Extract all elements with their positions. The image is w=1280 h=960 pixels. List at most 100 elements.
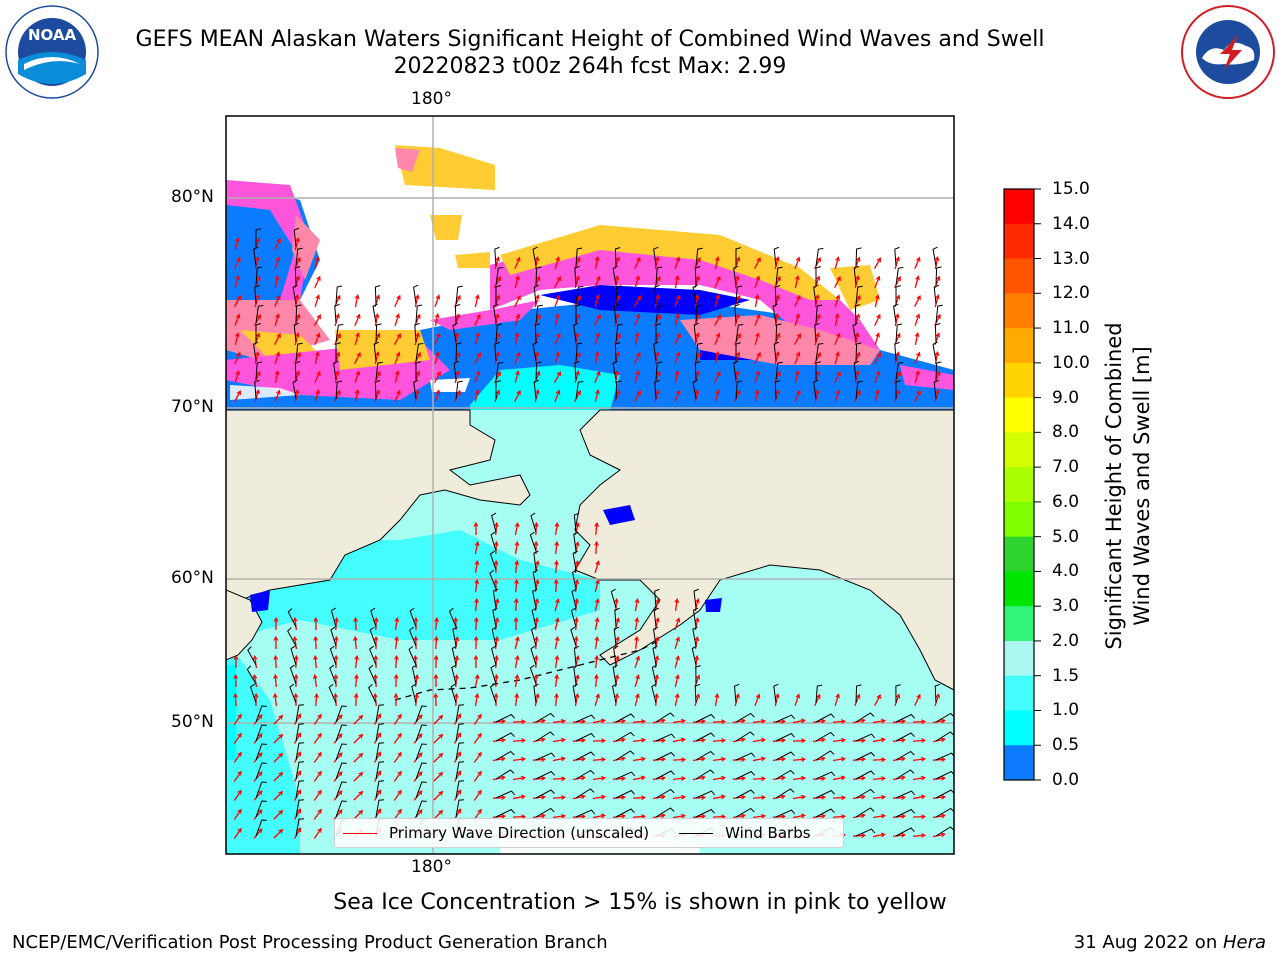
sea-ice-beaufort	[490, 235, 880, 350]
wave-direction-arrow	[594, 295, 599, 308]
wave-direction-arrow	[892, 776, 905, 781]
wind-barb	[531, 607, 537, 628]
wave-direction-arrow	[912, 834, 926, 837]
wave-direction-arrow	[514, 257, 521, 270]
wind-barb	[655, 712, 675, 723]
wave-direction-arrowhead	[334, 616, 339, 622]
wave-direction-arrowhead	[278, 733, 284, 739]
wind-barb	[735, 789, 755, 799]
wave-direction-arrowhead	[654, 654, 660, 661]
wind-barb	[655, 733, 676, 742]
wave-direction-arrowhead	[316, 275, 321, 281]
wave-direction-arrowhead	[358, 714, 364, 720]
wave-direction-arrowhead	[540, 813, 546, 819]
wind-barb	[895, 808, 915, 818]
wave-direction-arrow	[454, 390, 461, 402]
wave-direction-arrowhead	[453, 692, 459, 698]
wave-direction-arrow	[592, 795, 605, 800]
wave-direction-arrowhead	[740, 718, 746, 724]
wave-direction-arrow	[912, 739, 926, 742]
wave-direction-arrowhead	[601, 775, 607, 781]
wave-direction-arrowhead	[574, 578, 580, 585]
wave-direction-arrowhead	[553, 578, 559, 584]
wave-direction-arrowhead	[675, 351, 681, 357]
wave-direction-arrow	[314, 333, 320, 346]
wind-barb	[413, 284, 419, 305]
wave-direction-arrowhead	[896, 276, 901, 282]
wave-direction-arrow	[492, 796, 506, 799]
wave-direction-arrowhead	[576, 256, 581, 262]
wind-barb	[295, 761, 304, 780]
wave-direction-arrowhead	[456, 789, 462, 795]
wave-direction-arrowhead	[434, 616, 439, 622]
wind-barb	[615, 731, 635, 742]
wind-barb	[694, 683, 701, 704]
wave-direction-arrowhead	[317, 713, 322, 719]
wind-barb	[375, 323, 382, 343]
wave-direction-arrow	[814, 257, 821, 269]
wave-direction-arrow	[712, 815, 726, 818]
wave-direction-arrow	[254, 295, 260, 308]
wave-direction-arrow	[355, 655, 358, 669]
wind-barb	[328, 683, 337, 704]
wind-barb	[453, 360, 460, 381]
wave-direction-arrow	[854, 694, 860, 707]
wind-barb	[575, 751, 595, 761]
wave-direction-arrowhead	[317, 770, 322, 776]
wave-direction-arrowhead	[896, 371, 901, 377]
wave-direction-arrowhead	[860, 718, 866, 724]
wave-direction-arrowhead	[855, 693, 861, 699]
wave-direction-arrow	[495, 674, 498, 688]
wave-direction-arrowhead	[473, 521, 479, 527]
wave-direction-arrowhead	[276, 332, 281, 338]
wave-direction-arrowhead	[376, 751, 382, 757]
wave-direction-arrow	[614, 314, 619, 327]
wave-direction-arrowhead	[640, 775, 646, 781]
wave-direction-arrow	[313, 771, 322, 782]
wind-barb	[613, 645, 619, 666]
wave-direction-arrow	[894, 314, 899, 327]
wave-direction-arrowhead	[394, 616, 400, 623]
wind-barb	[774, 380, 781, 400]
wave-direction-arrow	[754, 333, 759, 346]
wave-direction-arrow	[874, 390, 879, 403]
wave-direction-arrow	[752, 757, 765, 762]
legend-item-wave-direction: Primary Wave Direction (unscaled)	[343, 824, 649, 842]
wave-direction-arrowhead	[358, 733, 364, 739]
wave-direction-arrowhead	[514, 655, 520, 661]
wave-direction-arrow	[594, 333, 600, 346]
wind-barb	[330, 607, 337, 628]
wave-direction-arrowhead	[754, 389, 760, 395]
figure-title: GEFS MEAN Alaskan Waters Significant Hei…	[0, 26, 1180, 80]
wave-direction-arrowhead	[660, 718, 666, 724]
wind-barb	[375, 799, 384, 818]
wave-direction-arrow	[872, 719, 885, 724]
wave-direction-arrowhead	[656, 314, 661, 320]
wave-direction-arrow	[574, 580, 578, 593]
wave-direction-arrowhead	[801, 775, 807, 781]
wave-direction-arrowhead	[695, 370, 701, 376]
wave-direction-arrow	[793, 333, 801, 345]
wind-barb	[534, 323, 541, 343]
wave-direction-arrow	[672, 738, 685, 743]
wind-barb	[374, 380, 381, 400]
wind-barb	[255, 800, 267, 818]
wave-direction-arrowhead	[634, 616, 640, 623]
wave-direction-arrowhead	[855, 256, 861, 262]
wave-direction-arrowhead	[741, 757, 747, 762]
wave-direction-arrowhead	[417, 714, 423, 720]
wind-barb	[575, 732, 595, 742]
wave-direction-arrowhead	[554, 654, 560, 661]
lat-label-70n: 70°N	[171, 397, 214, 417]
wave-direction-arrowhead	[514, 673, 520, 680]
wave-direction-arrowhead	[272, 692, 278, 698]
wave-direction-arrow	[433, 715, 443, 725]
wave-direction-arrowhead	[734, 275, 740, 281]
wave-direction-arrow	[674, 694, 679, 707]
wind-barb	[813, 284, 819, 305]
wave-direction-arrow	[433, 772, 443, 782]
wave-direction-arrowhead	[654, 673, 660, 680]
footer-credit: NCEP/EMC/Verification Post Processing Pr…	[12, 932, 608, 953]
wave-direction-arrow	[634, 599, 639, 612]
wave-direction-arrowhead	[575, 313, 581, 319]
